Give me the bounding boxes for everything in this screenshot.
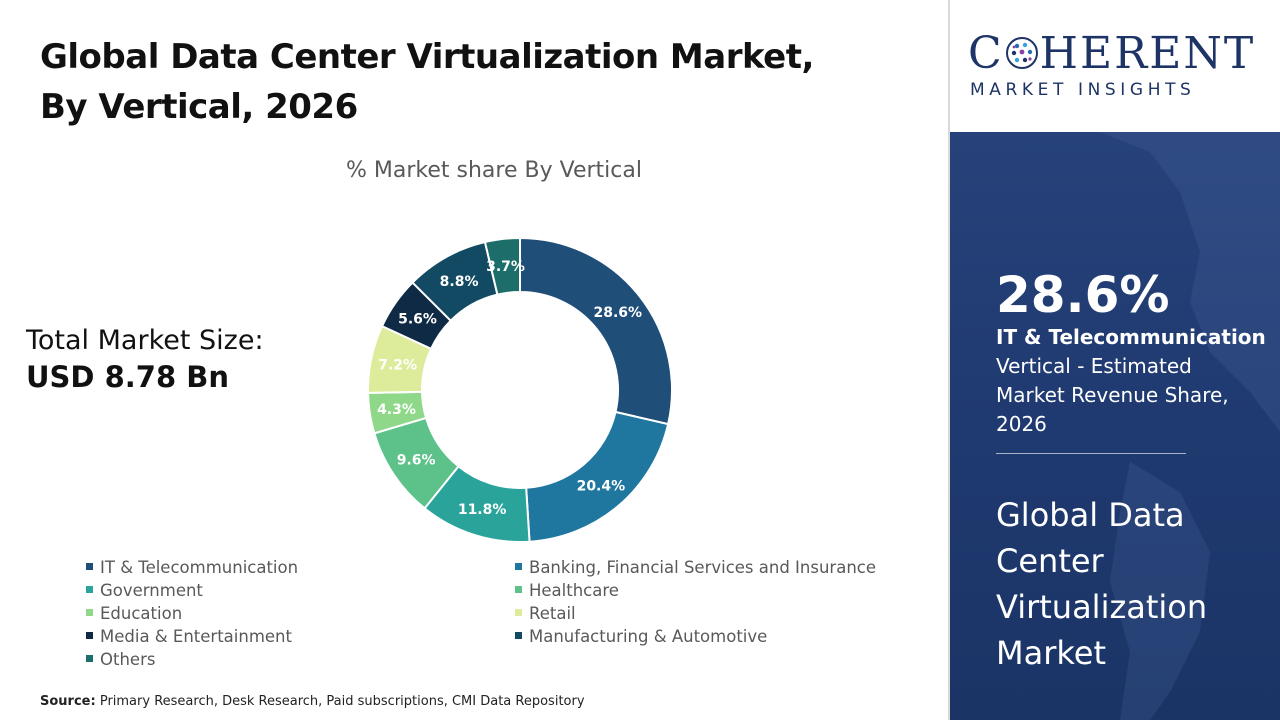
donut-slice [525,410,670,543]
legend-item: Banking, Financial Services and Insuranc… [515,558,876,577]
legend-item: Media & Entertainment [86,627,292,646]
slice-data-label: 8.8% [440,274,479,290]
chart-title: % Market share By Vertical [346,158,642,183]
legend-swatch [515,632,522,639]
slice-data-label: 4.3% [377,402,416,418]
panel-divider [948,0,950,720]
legend-swatch [515,609,522,616]
legend-swatch [86,586,93,593]
legend-swatch [515,563,522,570]
legend-swatch [86,632,93,639]
legend-swatch [515,586,522,593]
legend-item: Education [86,604,182,623]
legend-label: Healthcare [529,581,619,600]
legend-label: Retail [529,604,576,623]
legend-label: Education [100,604,183,623]
highlight-description: Vertical - Estimated Market Revenue Shar… [996,354,1229,436]
summary-panel: C HERENT MARKET INSIGHTS 28.6% IT & Tele… [950,0,1280,720]
logo-word: HERENT [1039,28,1256,79]
source-note: Source: Primary Research, Desk Research,… [40,694,585,709]
legend-swatch [86,563,93,570]
highlight-segment: IT & Telecommunication [996,325,1266,349]
legend-label: Others [100,650,156,669]
slice-data-label: 3.7% [486,259,525,275]
source-text: Primary Research, Desk Research, Paid su… [99,694,585,709]
donut-chart: 28.6% 20.4% 11.8% 9.6% 4.3% 7.2% 5.6% 8.8% 3.7% [367,236,673,543]
legend-item: Manufacturing & Automotive [515,627,767,646]
legend-swatch [86,609,93,616]
legend-item: Healthcare [515,581,619,600]
legend-label: Government [100,581,203,600]
divider-line [996,453,1186,454]
donut-slice [483,236,521,296]
highlight-box: 28.6% IT & Telecommunication Vertical - … [950,132,1280,720]
total-market-value: USD 8.78 Bn [26,360,229,394]
legend-label: IT & Telecommunication [100,558,299,577]
legend-item: IT & Telecommunication [86,558,298,577]
slice-data-label: 11.8% [458,502,507,518]
legend-swatch [86,655,93,662]
slice-data-label: 5.6% [398,311,437,327]
slice-data-label: 9.6% [397,453,436,469]
chart-panel: Global Data Center Virtualization Market… [26,37,877,709]
logo-subtitle: MARKET INSIGHTS [970,80,1196,100]
total-market-label: Total Market Size: [26,325,264,356]
legend-label: Media & Entertainment [100,627,292,646]
market-name: Global Data Center Virtualization Market [996,496,1208,672]
highlight-percent: 28.6% [996,266,1170,324]
logo-wordmark: C HERENT [968,30,1255,78]
legend-item: Retail [515,604,576,623]
globe-icon [1005,37,1038,69]
logo-letter-c: C [968,28,1004,79]
legend-item: Government [86,581,203,600]
legend-label: Banking, Financial Services and Insuranc… [529,558,877,577]
world-map-background [1100,132,1280,720]
slice-data-label: 7.2% [378,357,417,373]
page-title: Global Data Center Virtualization Market… [40,37,814,127]
donut-slice [519,236,673,426]
logo: C HERENT MARKET INSIGHTS [950,0,1280,132]
legend-label: Manufacturing & Automotive [529,627,768,646]
source-label: Source: [40,694,96,709]
slice-data-label: 28.6% [594,305,643,321]
legend-item: Others [86,650,155,669]
slice-data-label: 20.4% [577,478,626,494]
